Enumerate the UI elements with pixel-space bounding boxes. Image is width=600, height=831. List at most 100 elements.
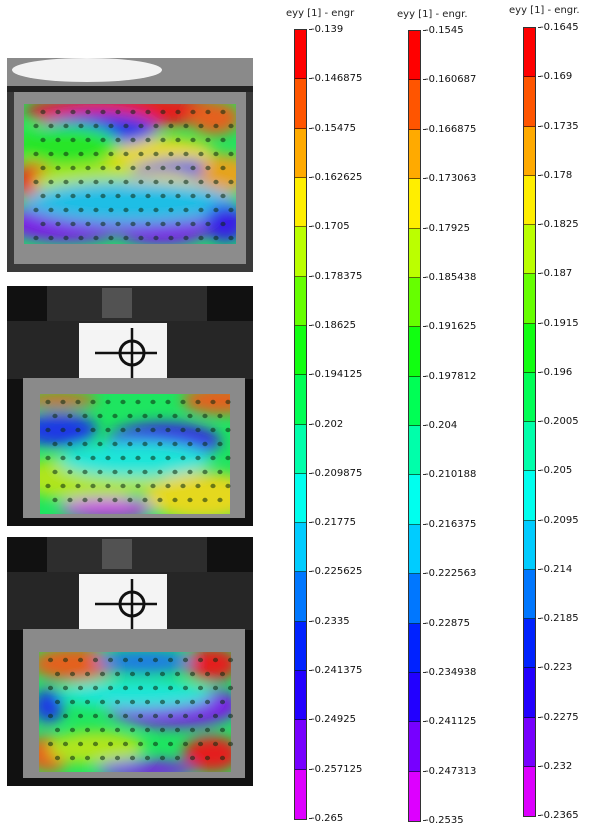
colorbar-tick [423, 227, 426, 229]
colorbar-tick [538, 76, 541, 78]
colorbar-segment [524, 766, 535, 816]
colorbar-tick-label: -0.225625 [311, 566, 363, 578]
colorbar-tick [309, 374, 312, 376]
colorbar-tick [538, 765, 541, 767]
colorbar-segment [295, 375, 306, 425]
colorbar-tick [309, 275, 312, 277]
colorbar-tick-label: -0.1645 [540, 22, 579, 33]
colorbar [523, 27, 536, 817]
colorbar-tick-label: -0.202 [311, 418, 344, 430]
colorbar-tick [538, 568, 541, 570]
colorbar-tick-label: -0.2535 [425, 815, 464, 826]
colorbar-tick [309, 522, 312, 524]
colorbar-tick-label: -0.232 [540, 760, 573, 772]
colorbar-tick-label: -0.216375 [425, 518, 477, 530]
colorbar-tick-label: -0.2275 [540, 711, 579, 723]
colorbar-tick [309, 719, 312, 721]
colorbar-segment [524, 28, 535, 78]
colorbar-tick [423, 721, 426, 723]
colorbar-title: eyy [1] - engr. [509, 5, 580, 16]
colorbar [408, 30, 421, 822]
colorbar-segment [409, 129, 420, 180]
colorbar-segment [409, 327, 420, 377]
colorbar-segment [409, 426, 420, 476]
colorbar-tick [423, 375, 426, 377]
colorbar-tick-label: -0.166875 [425, 123, 477, 135]
colorbar-tick-label: -0.214 [540, 563, 573, 575]
colorbar-segment [295, 572, 306, 622]
colorbar-tick-label: -0.265 [311, 813, 344, 824]
colorbar-tick-label: -0.1545 [425, 25, 464, 36]
colorbar-tick [309, 226, 312, 228]
colorbar-tick [538, 174, 541, 176]
colorbar-segment [524, 520, 535, 570]
colorbar-segment [524, 274, 535, 324]
colorbar-segment [524, 175, 535, 225]
colorbar-tick-label: -0.2365 [540, 810, 579, 821]
colorbar-tick [309, 818, 312, 819]
colorbar-segment [409, 574, 420, 624]
colorbar-tick-label: -0.2005 [540, 416, 579, 427]
colorbar-tick [423, 523, 426, 525]
colorbar-tick-label: -0.160687 [425, 74, 477, 86]
colorbar-tick [538, 27, 541, 28]
colorbar-tick [423, 128, 426, 130]
colorbar-tick-label: -0.1915 [540, 317, 579, 329]
colorbar-segment [409, 672, 420, 723]
colorbar-tick-label: -0.241375 [311, 665, 363, 677]
colorbar-segment [409, 80, 420, 130]
colorbar-tick [309, 324, 312, 326]
colorbar-segment [295, 671, 306, 721]
colorbar-segment [295, 720, 306, 770]
colorbar-tick [423, 770, 426, 772]
colorbar-tick-label: -0.187 [540, 268, 573, 280]
colorbar-tick-label: -0.1825 [540, 219, 579, 230]
colorbar-tick [423, 326, 426, 328]
colorbar-tick [538, 421, 541, 422]
colorbar-tick-label: -0.196 [540, 366, 573, 378]
colorbar-segment [295, 128, 306, 178]
colorbar-tick [423, 276, 426, 278]
colorbar-tick-label: -0.146875 [311, 73, 363, 85]
colorbar-segment [409, 623, 420, 673]
colorbar-tick [309, 768, 312, 770]
colorbar-tick-label: -0.169 [540, 71, 573, 83]
colorbar-segment [295, 769, 306, 819]
colorbar-tick [538, 470, 541, 472]
colorbar-segment [524, 372, 535, 422]
colorbar-tick [309, 423, 312, 425]
colorbar-tick [538, 371, 541, 373]
colorbar-segment [409, 228, 420, 278]
colorbar-tick [538, 618, 541, 619]
colorbar-tick-label: -0.178375 [311, 270, 363, 282]
colorbar-tick-label: -0.222563 [425, 568, 477, 580]
colorbar-segment [524, 422, 535, 472]
colorbar-tick [538, 125, 541, 127]
colorbar-segment [524, 77, 535, 127]
colorbar-segment [295, 621, 306, 672]
colorbar-tick-label: -0.191625 [425, 321, 477, 333]
colorbar-tick-label: -0.15475 [311, 122, 356, 134]
colorbar-tick-label: -0.2095 [540, 514, 579, 526]
colorbar-tick [423, 79, 426, 81]
colorbar-tick-label: -0.173063 [425, 173, 477, 185]
colorbar-tick-label: -0.257125 [311, 763, 363, 775]
colorbar-segment [295, 79, 306, 129]
colorbar-tick-label: -0.2335 [311, 615, 350, 627]
colorbar-segment [295, 424, 306, 474]
dic-panel-2 [7, 286, 253, 526]
colorbar-tick-label: -0.18625 [311, 319, 356, 331]
colorbar-tick-label: -0.197812 [425, 370, 477, 382]
colorbar-tick-label: -0.17925 [425, 222, 470, 234]
colorbar-segment [524, 323, 535, 373]
colorbar-tick [309, 78, 312, 80]
colorbar-tick [309, 670, 312, 672]
colorbar-segment [524, 126, 535, 176]
colorbar-tick-label: -0.234938 [425, 666, 477, 678]
colorbar-tick [309, 620, 312, 622]
colorbar-tick [538, 273, 541, 275]
colorbar-tick [538, 224, 541, 225]
colorbar-tick [309, 176, 312, 178]
colorbar-tick [423, 178, 426, 180]
colorbar-segment [409, 475, 420, 525]
